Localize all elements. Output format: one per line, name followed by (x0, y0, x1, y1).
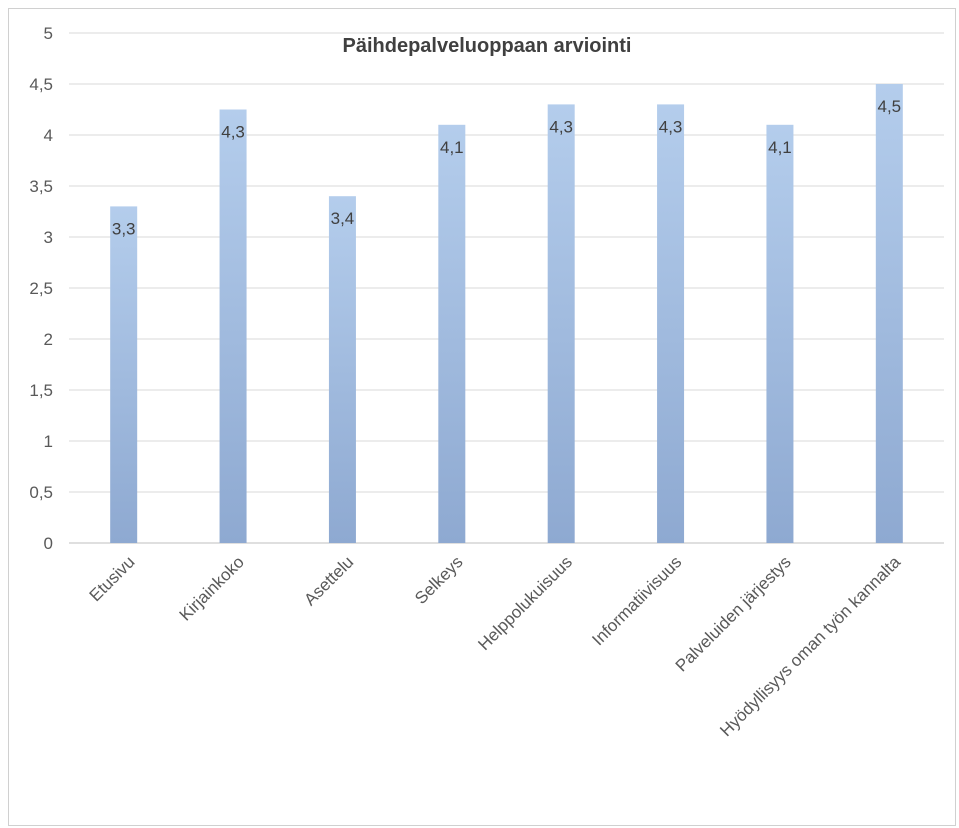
data-label: 4,3 (221, 123, 245, 142)
data-label: 4,1 (440, 138, 464, 157)
data-label: 4,3 (549, 117, 573, 136)
category-label: Kirjainkoko (176, 552, 248, 624)
y-tick-label: 2,5 (29, 279, 53, 298)
y-tick-label: 4 (44, 126, 53, 145)
y-tick-label: 2 (44, 330, 53, 349)
y-tick-label: 1,5 (29, 381, 53, 400)
category-label: Asettelu (300, 552, 357, 609)
data-label: 4,5 (877, 97, 901, 116)
data-label: 3,3 (112, 219, 136, 238)
y-tick-label: 0 (44, 534, 53, 553)
bar (438, 124, 466, 544)
bar (219, 109, 247, 543)
bar (110, 206, 138, 543)
y-tick-label: 5 (44, 24, 53, 43)
y-tick-label: 0,5 (29, 483, 53, 502)
data-label: 4,1 (768, 138, 792, 157)
bar (766, 124, 794, 544)
bar (328, 196, 356, 543)
data-label: 4,3 (659, 117, 683, 136)
category-label: Hyödyllisyys oman työn kannalta (716, 552, 904, 740)
y-tick-label: 1 (44, 432, 53, 451)
chart-title: Päihdepalveluoppaan arviointi (343, 35, 632, 57)
category-label: Palveluiden järjestys (672, 552, 795, 675)
bar (875, 84, 903, 543)
category-label: Etusivu (86, 552, 139, 605)
y-tick-label: 3,5 (29, 177, 53, 196)
category-label: Helppolukuisuus (474, 552, 576, 654)
y-tick-label: 4,5 (29, 75, 53, 94)
category-label: Informatiivisuus (588, 552, 685, 649)
chart-frame (8, 8, 956, 826)
category-label: Selkeys (411, 552, 467, 608)
bar (657, 104, 685, 544)
bar (547, 104, 575, 544)
data-label: 3,4 (331, 209, 355, 228)
y-tick-label: 3 (44, 228, 53, 247)
